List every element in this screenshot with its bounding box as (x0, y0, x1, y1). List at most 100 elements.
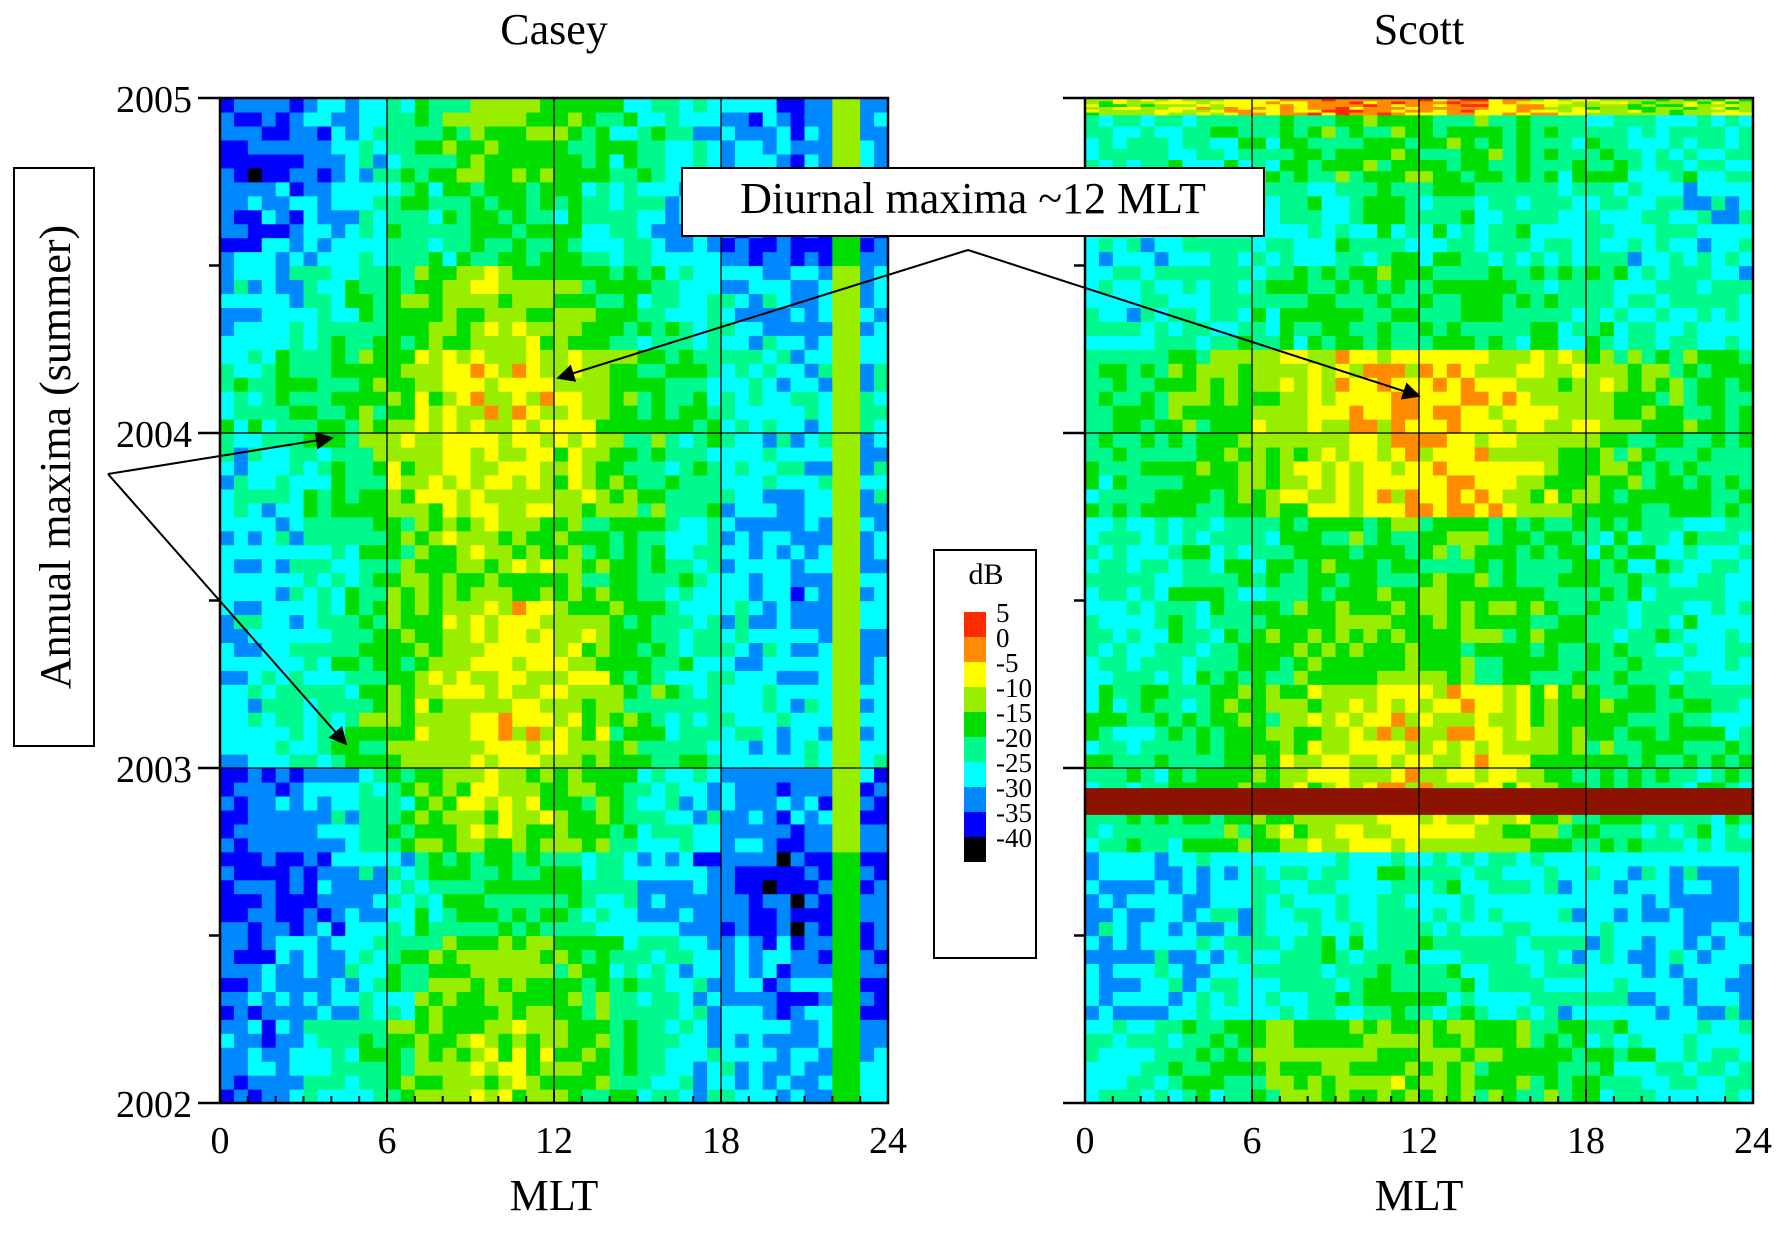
heatmap-cell (790, 977, 806, 992)
heatmap-cell (359, 111, 374, 127)
heatmap-cell (721, 446, 736, 462)
heatmap-cell (1572, 1005, 1587, 1020)
heatmap-cell (595, 795, 611, 811)
heatmap-cell (554, 628, 569, 643)
heatmap-cell (317, 656, 332, 671)
heatmap-cell (776, 265, 792, 281)
heatmap-cell (748, 600, 764, 616)
heatmap-cell (1613, 865, 1629, 881)
heatmap-cell (748, 349, 764, 364)
heatmap-cell (526, 335, 541, 350)
heatmap-cell (387, 823, 402, 839)
heatmap-cell (581, 1047, 597, 1062)
heatmap-cell (498, 1005, 513, 1020)
heatmap-cell (874, 656, 888, 671)
heatmap-cell (679, 893, 694, 909)
heatmap-cell (442, 865, 458, 881)
heatmap-cell (331, 754, 346, 769)
heatmap-cell (428, 223, 444, 239)
heatmap-cell (1474, 879, 1490, 895)
heatmap-cell (498, 363, 513, 378)
heatmap-cell (874, 893, 888, 909)
heatmap-cell (832, 377, 847, 392)
heatmap-cell (567, 572, 583, 588)
heatmap-cell (428, 544, 444, 560)
heatmap-cell (1098, 698, 1114, 713)
heatmap-cell (303, 111, 319, 127)
heatmap-cell (470, 349, 486, 364)
heatmap-cell (1349, 893, 1364, 909)
heatmap-cell (387, 754, 402, 769)
heatmap-cell (581, 321, 597, 336)
heatmap-cell (1502, 670, 1518, 685)
heatmap-cell (637, 698, 653, 713)
heatmap-cell (554, 586, 569, 602)
heatmap-cell (233, 1089, 249, 1103)
heatmap-cell (762, 754, 778, 769)
heatmap-cell (526, 209, 541, 225)
heatmap-cell (874, 991, 888, 1006)
heatmap-cell (818, 600, 833, 616)
heatmap-cell (679, 1033, 694, 1048)
heatmap-cell (1391, 949, 1406, 965)
heatmap-cell (734, 321, 750, 336)
heatmap-cell (526, 907, 541, 923)
heatmap-cell (484, 740, 499, 755)
heatmap-cell (303, 209, 319, 225)
heatmap-cell (1140, 837, 1156, 853)
heatmap-cell (400, 1061, 416, 1076)
heatmap-cell (748, 586, 764, 602)
heatmap-cell (233, 614, 249, 630)
heatmap-cell (540, 684, 555, 699)
heatmap-cell (1098, 712, 1114, 727)
heatmap-cell (470, 879, 486, 895)
heatmap-cell (734, 139, 750, 155)
heatmap-cell (776, 419, 792, 434)
heatmap-cell (567, 293, 583, 308)
heatmap-cell (651, 726, 666, 741)
heatmap-cell (1586, 949, 1601, 965)
heatmap-cell (721, 474, 736, 490)
heatmap-cell (623, 474, 639, 490)
heatmap-cell (721, 139, 736, 155)
heatmap-cell (1335, 991, 1351, 1006)
heatmap-cell (220, 349, 235, 364)
heatmap-cell (456, 1061, 472, 1076)
heatmap-cell (679, 391, 694, 406)
heatmap-cell (623, 1075, 639, 1090)
heatmap-cell (804, 977, 820, 992)
heatmap-cell (609, 1019, 625, 1034)
heatmap-cell (609, 125, 625, 141)
heatmap-cell (1182, 1005, 1197, 1020)
heatmap-cell (693, 809, 708, 825)
heatmap-cell (595, 879, 611, 895)
heatmap-cell (1558, 684, 1573, 699)
heatmap-cell (1627, 921, 1643, 937)
heatmap-cell (400, 795, 416, 811)
heatmap-cell (609, 419, 625, 434)
heatmap-cell (233, 921, 249, 937)
heatmap-cell (595, 1089, 611, 1103)
heatmap-cell (484, 446, 499, 462)
heatmap-cell (428, 433, 444, 448)
heatmap-cell (623, 433, 639, 448)
heatmap-cell (484, 921, 499, 937)
heatmap-cell (428, 781, 444, 797)
heatmap-cell (1530, 1047, 1545, 1062)
heatmap-cell (707, 419, 722, 434)
heatmap-cell (1586, 823, 1601, 839)
heatmap-cell (387, 684, 402, 699)
y-tick-label: 2004 (116, 414, 192, 456)
heatmap-cell (526, 614, 541, 630)
heatmap-cell (428, 977, 444, 992)
heatmap-cell (1335, 1047, 1351, 1062)
heatmap-cell (748, 865, 764, 881)
heatmap-cell (581, 433, 597, 448)
heatmap-cell (470, 544, 486, 560)
heatmap-cell (1558, 963, 1573, 978)
heatmap-cell (1238, 698, 1253, 713)
heatmap-cell (442, 1061, 458, 1076)
heatmap-cell (1516, 1019, 1531, 1034)
heatmap-cell (776, 670, 792, 685)
heatmap-cell (748, 684, 764, 699)
